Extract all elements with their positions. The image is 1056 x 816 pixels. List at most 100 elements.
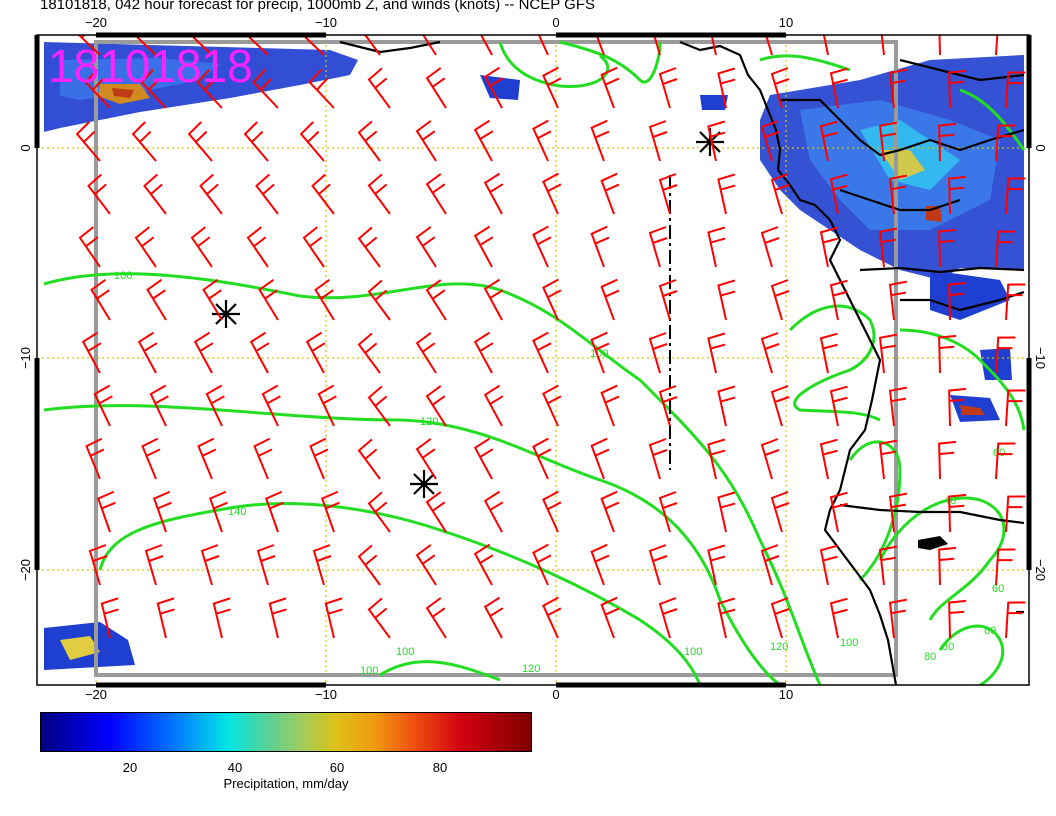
wind-barb [829,173,848,215]
wind-barb [648,226,668,268]
wind-barb [819,438,838,480]
wind-barb [1005,71,1026,109]
wind-barb [483,384,504,427]
svg-text:80: 80 [924,651,936,663]
wind-barb [819,544,838,586]
wind-barb [425,67,447,109]
wind-barb [425,279,447,321]
wind-barb [367,491,391,533]
wind-barb [717,279,736,321]
wind-barb [658,279,678,321]
svg-text:60: 60 [993,447,1005,459]
wind-barb [357,438,381,480]
wind-barb [770,279,790,321]
wind-barb [96,490,116,533]
colorbar-tick: 60 [329,760,345,775]
svg-text:100: 100 [590,348,608,360]
wind-barb [87,173,111,215]
wind-barb [707,120,726,162]
wind-barb [590,35,610,56]
wind-barb [717,385,736,427]
wind-barb [648,120,668,162]
wind-barb [483,490,504,533]
wind-barb [888,68,908,109]
wind-barb [532,119,552,162]
wind-barb [156,597,175,639]
wind-barb [243,121,269,162]
wind-barb [995,230,1016,268]
wind-barb [1005,601,1026,639]
svg-text:0: 0 [1033,144,1048,151]
wind-barb [819,35,838,56]
wind-barb [878,227,898,268]
wind-barb [542,278,562,321]
wind-barb [367,67,391,109]
wind-barb [760,544,780,586]
colorbar-label: Precipitation, mm/day [223,776,349,791]
wind-barb [88,544,108,586]
wind-barb [938,546,957,586]
wind-barb [648,332,668,374]
wind-barb [888,492,908,533]
wind-barb [146,278,167,321]
svg-text:60: 60 [984,625,996,637]
wind-barb [367,279,391,321]
wind-barb [312,544,332,586]
svg-text:−20: −20 [18,559,33,581]
wind-barb [770,67,790,109]
wind-barb [249,331,270,374]
wind-barb [473,543,494,586]
wind-barb [246,226,269,268]
wind-barb [938,35,957,56]
wind-barb [483,66,504,109]
wind-barb [770,597,790,639]
wind-barb [85,437,105,480]
region-frame [94,40,898,677]
wind-barb [72,35,101,56]
svg-text:120: 120 [522,663,540,675]
svg-text:80: 80 [942,641,954,653]
wind-barb [367,385,391,427]
wind-barb [888,174,908,215]
wind-barb [658,67,678,109]
wind-barb [367,173,391,215]
svg-text:120: 120 [420,416,438,428]
wind-barb [829,491,848,533]
wind-barb [314,278,335,321]
wind-barb [600,66,620,109]
wind-barb [878,333,898,374]
wind-barb [948,493,967,533]
wind-barb [995,548,1016,586]
wind-barb [1005,283,1026,321]
wind-barb [256,544,276,586]
map-title: 18101818, 042 hour forecast for precip, … [40,0,595,13]
wind-barb [425,491,447,533]
wind-barb [760,120,780,162]
wind-barb [995,35,1016,56]
svg-text:100: 100 [684,646,702,658]
wind-barb [590,225,610,268]
wind-barb [425,173,447,215]
wind-barb [415,332,437,374]
wind-barb [81,331,102,374]
svg-text:0: 0 [552,687,559,702]
pressure-centers [212,128,724,498]
wind-barb [653,35,661,56]
center-marker-2 [410,470,438,498]
wind-barb [1005,177,1026,215]
colorbar-tick: 40 [227,760,243,775]
wind-barb [149,384,169,427]
wind-barb [760,438,780,480]
wind-barb [144,544,164,586]
wind-barb [93,384,113,427]
wind-barb [309,437,329,480]
wind-barb [190,226,213,268]
wind-barb [829,597,848,639]
wind-barb [829,279,848,321]
wind-barb [717,597,736,639]
wind-barb [878,439,898,480]
svg-text:−10: −10 [315,15,337,30]
wind-barb [938,334,957,374]
svg-text:−20: −20 [1033,559,1048,581]
wind-barb [878,545,898,586]
